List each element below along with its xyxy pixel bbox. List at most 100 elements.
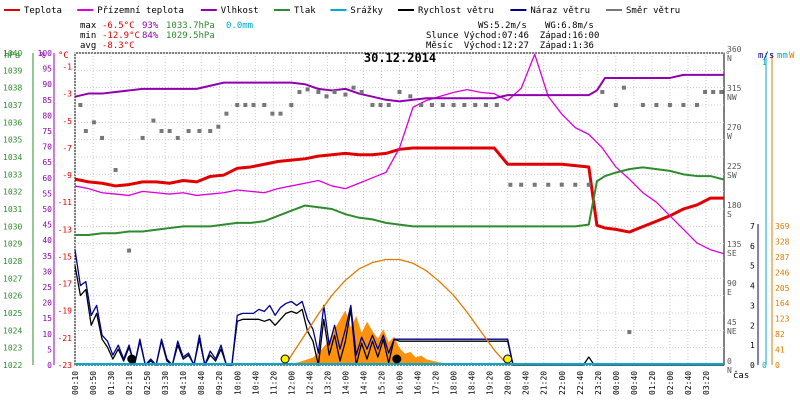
axes: 00:10 00:50 01:30 02:10 02:50 03:30 04:10 08:40… bbox=[3, 45, 790, 395]
direction-tick-dir: NW bbox=[727, 93, 737, 102]
pressure-tick-label: 1032 bbox=[3, 188, 22, 197]
direction-tick-dir: W bbox=[727, 132, 732, 141]
wind-tick-label: 2 bbox=[750, 321, 755, 330]
direction-tick-label: 180 bbox=[727, 201, 742, 210]
solar-tick-label: 0 bbox=[775, 361, 780, 370]
direction-point bbox=[429, 103, 434, 107]
x-tick-label: 18:40 bbox=[468, 371, 477, 395]
wind-tick-label: 4 bbox=[750, 282, 755, 291]
x-tick-label: 08:40 bbox=[197, 371, 206, 395]
series-line bbox=[74, 53, 725, 255]
x-tick-label: 14:40 bbox=[359, 371, 368, 395]
direction-tick-dir: N bbox=[727, 366, 732, 375]
xlabel: čas bbox=[733, 370, 749, 381]
direction-point bbox=[127, 248, 132, 253]
stats-max-label: max bbox=[80, 21, 97, 31]
direction-point bbox=[208, 129, 213, 133]
x-tick-label: 20:00 bbox=[504, 371, 513, 395]
header-pct: % bbox=[40, 51, 46, 61]
humidity-tick-label: 65 bbox=[42, 158, 52, 167]
pressure-tick-label: 1037 bbox=[3, 101, 22, 110]
direction-tick-label: 225 bbox=[727, 162, 742, 171]
pressure-tick-label: 1035 bbox=[3, 136, 22, 145]
direction-tick-dir: E bbox=[727, 288, 732, 297]
temperature-tick-label: -9 bbox=[62, 171, 72, 180]
humidity-tick-label: 75 bbox=[42, 127, 52, 136]
direction-point bbox=[613, 103, 618, 107]
x-tick-label: 20:40 bbox=[522, 371, 531, 395]
wind-tick-label: 3 bbox=[750, 301, 755, 310]
sunset-marker bbox=[503, 354, 513, 364]
x-tick-label: 03:20 bbox=[702, 371, 711, 395]
humidity-tick-label: 40 bbox=[42, 236, 52, 245]
series bbox=[74, 53, 725, 366]
header-ms: m/s bbox=[758, 51, 774, 61]
x-tick-label: 01:30 bbox=[107, 371, 116, 395]
direction-point bbox=[484, 103, 489, 107]
direction-point bbox=[151, 118, 156, 123]
legend-label: Náraz větru bbox=[530, 6, 590, 16]
x-tick-label: 00:40 bbox=[630, 371, 639, 395]
direction-point bbox=[397, 90, 402, 94]
direction-point bbox=[278, 111, 283, 116]
legend-label: Přízemní teplota bbox=[97, 6, 184, 16]
legend-label: Rychlost větru bbox=[418, 6, 494, 16]
wind-tick-label: 0 bbox=[750, 361, 755, 370]
pressure-tick-label: 1034 bbox=[3, 153, 22, 162]
direction-tick-label: 135 bbox=[727, 240, 742, 249]
pressure-tick-label: 1024 bbox=[3, 326, 22, 335]
pressure-tick-label: 1040 bbox=[3, 49, 22, 58]
wind-tick-label: 5 bbox=[750, 262, 755, 271]
solar-tick-label: 41 bbox=[775, 346, 785, 355]
header-deg: ° bbox=[725, 51, 730, 61]
pressure-tick-label: 1022 bbox=[3, 361, 22, 370]
x-tick-label: 12:00 bbox=[287, 371, 296, 395]
x-tick-label: 00:50 bbox=[89, 371, 98, 395]
direction-tick-label: 315 bbox=[727, 84, 742, 93]
info-moon: Měsíc Východ:12:27 Západ:1:36 bbox=[426, 41, 594, 51]
direction-point bbox=[532, 182, 537, 187]
direction-point bbox=[408, 94, 413, 99]
direction-point bbox=[621, 85, 626, 90]
direction-point bbox=[573, 182, 578, 187]
humidity-tick-label: 0 bbox=[47, 361, 52, 370]
direction-point bbox=[216, 124, 221, 129]
direction-tick-label: 360 bbox=[727, 45, 742, 54]
pressure-tick-label: 1036 bbox=[3, 118, 22, 127]
text-block: max -6.5°C 93% 1033.7hPa 0.0mm min -12.9… bbox=[4, 21, 795, 381]
info-ws: WS:5.2m/s bbox=[478, 21, 527, 31]
temperature-tick-label: -7 bbox=[62, 144, 72, 153]
direction-point bbox=[186, 129, 191, 133]
direction-tick-dir: S bbox=[727, 210, 732, 219]
direction-point bbox=[627, 330, 632, 335]
humidity-tick-label: 10 bbox=[42, 330, 52, 339]
humidity-tick-label: 55 bbox=[42, 189, 52, 198]
direction-point bbox=[370, 103, 375, 107]
direction-point bbox=[343, 92, 348, 97]
legend: Teplota Přízemní teplota Vlhkost Tlak Srážky… bbox=[4, 6, 680, 16]
header-hpa: hPa bbox=[4, 51, 20, 61]
direction-tick-dir: NE bbox=[727, 327, 737, 336]
direction-point bbox=[640, 103, 645, 107]
x-tick-label: 23:20 bbox=[594, 371, 603, 395]
direction-tick-dir: SW bbox=[727, 171, 737, 180]
x-tick-label: 02:10 bbox=[125, 371, 134, 395]
temperature-tick-label: -1 bbox=[62, 63, 72, 72]
direction-point bbox=[351, 85, 356, 90]
temperature-tick-label: -3 bbox=[62, 90, 72, 99]
x-tick-label: 18:00 bbox=[450, 371, 459, 395]
direction-point bbox=[451, 103, 456, 107]
stats-min-hum: 84% bbox=[142, 31, 159, 41]
direction-point bbox=[667, 103, 672, 107]
x-tick-label: 02:40 bbox=[684, 371, 693, 395]
x-tick-label: 01:20 bbox=[648, 371, 657, 395]
temperature-tick-label: -11 bbox=[58, 198, 73, 207]
stats-avg-label: avg bbox=[80, 41, 96, 51]
x-tick-label: 12:40 bbox=[305, 371, 314, 395]
stats-max-hum: 93% bbox=[142, 21, 159, 31]
direction-point bbox=[83, 129, 88, 133]
x-tick-label: 04:10 bbox=[179, 371, 188, 395]
x-tick-label: 10:00 bbox=[233, 371, 242, 395]
x-tick-label: 22:40 bbox=[576, 371, 585, 395]
